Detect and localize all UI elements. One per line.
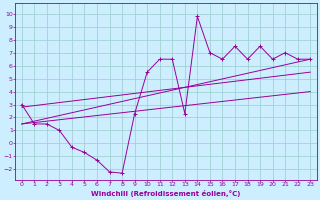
X-axis label: Windchill (Refroidissement éolien,°C): Windchill (Refroidissement éolien,°C) <box>91 190 241 197</box>
